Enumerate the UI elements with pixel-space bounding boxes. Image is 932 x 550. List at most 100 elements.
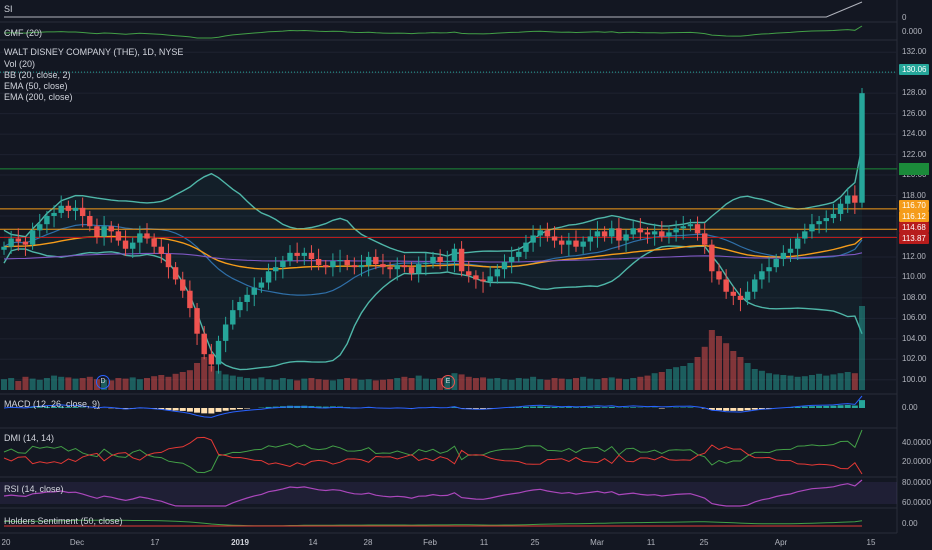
macd-bar (158, 408, 165, 410)
candle (94, 218, 100, 244)
candle (630, 220, 636, 240)
volume-bar (515, 378, 522, 390)
macd-bar (766, 408, 773, 409)
macd-bar (594, 406, 601, 408)
candle-body (251, 287, 257, 295)
volume-bar (858, 306, 866, 390)
volume-bars (0, 306, 866, 390)
macd-bar (730, 408, 737, 411)
candle-body (759, 271, 765, 280)
macd-bar (215, 408, 222, 412)
candle (87, 210, 93, 232)
candle (494, 264, 501, 284)
volume-bar (329, 380, 336, 390)
candle-body (344, 260, 350, 266)
volume-bar (143, 378, 151, 390)
candle-body (859, 93, 865, 203)
macd-bar (43, 407, 50, 408)
macd-bar (558, 407, 565, 408)
volume-bar (530, 376, 537, 390)
candle-body (222, 324, 229, 341)
candle-body (508, 256, 515, 263)
candle-body (208, 354, 215, 365)
candle-body (673, 228, 679, 233)
candle-body (394, 265, 400, 270)
price-tick: 126.00 (902, 108, 927, 118)
candle-body (816, 221, 822, 225)
candle (730, 286, 737, 306)
candle-body (87, 216, 93, 227)
candle-body (380, 264, 386, 268)
candle-body (573, 240, 579, 247)
price-tag: 130.06 (899, 64, 930, 75)
candle (29, 222, 36, 250)
macd-bar (65, 407, 72, 408)
candle-body (122, 240, 129, 249)
volume-bar (236, 376, 243, 390)
candle-body (787, 248, 794, 253)
rsi-line (3, 479, 863, 507)
candle (408, 262, 415, 281)
volume-bar (258, 377, 265, 390)
candle (44, 210, 50, 234)
candle-body (701, 233, 708, 245)
candle (759, 263, 765, 289)
macd-bar (723, 408, 730, 411)
dmi-minus-line (3, 436, 863, 475)
volume-bar (715, 336, 723, 390)
candle-body (694, 224, 701, 234)
candle-body (401, 265, 408, 268)
candle-body (365, 256, 372, 266)
candle (530, 225, 536, 252)
candle-body (358, 265, 365, 268)
macd-bar (794, 406, 801, 408)
candle (516, 246, 522, 263)
macd-bar (737, 408, 744, 411)
volume-bar (365, 379, 372, 390)
volume-bar (294, 380, 301, 390)
volume-bar (72, 378, 79, 390)
candle-body (37, 224, 43, 231)
candle-body (558, 240, 565, 245)
volume-bar (201, 357, 208, 390)
volume-bar (215, 370, 222, 390)
time-tick: Dec (69, 538, 85, 547)
candle-body (15, 238, 22, 242)
volume-bar (437, 378, 444, 390)
candle (673, 220, 679, 242)
volume-bar (637, 376, 644, 390)
volume-bar (344, 378, 351, 390)
candle (301, 247, 308, 266)
candle (423, 252, 429, 276)
earnings-event-badge[interactable]: E (441, 375, 455, 389)
cmf-pane-label: CMF (20) (4, 28, 42, 38)
candle-body (315, 258, 322, 266)
macd-bar (222, 408, 229, 411)
dividend-event-badge[interactable]: D (96, 375, 110, 389)
candle-body (65, 205, 72, 211)
volume-bar (587, 378, 594, 390)
candle-body (616, 228, 622, 241)
volume-bar (279, 378, 286, 390)
candle-body (187, 290, 193, 309)
candle (659, 221, 665, 242)
candle-body (258, 282, 265, 288)
candle (230, 299, 236, 330)
candle (272, 256, 279, 281)
price-tick: 112.00 (902, 251, 926, 261)
macd-bar (480, 408, 487, 409)
candle (537, 225, 543, 247)
macd-bar (587, 407, 594, 408)
candle-body (630, 228, 636, 235)
macd-bar (508, 407, 515, 408)
candle (401, 254, 408, 273)
candle (816, 216, 822, 234)
volume-bar (115, 378, 122, 390)
candle (551, 226, 558, 248)
candle (709, 239, 715, 283)
volume-bar (794, 376, 801, 390)
candle-body (458, 248, 465, 272)
candle (287, 245, 293, 267)
candle-body (137, 233, 143, 243)
volume-bar (179, 372, 186, 390)
